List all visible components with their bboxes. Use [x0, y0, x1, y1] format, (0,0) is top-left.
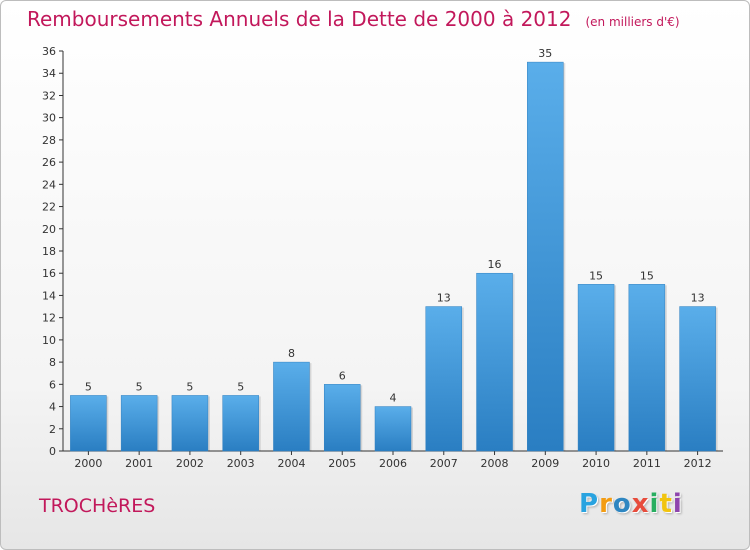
data-label: 4: [390, 392, 397, 405]
logo-letter: r: [599, 489, 613, 519]
y-tick-label: 22: [42, 201, 56, 214]
data-label: 35: [538, 47, 552, 60]
y-tick-label: 18: [42, 245, 56, 258]
y-tick-label: 0: [49, 445, 56, 458]
x-tick-label: 2006: [379, 457, 407, 470]
bar: [527, 61, 564, 452]
data-label: 5: [85, 380, 92, 393]
bar: [70, 395, 107, 452]
y-tick-label: 32: [42, 89, 56, 102]
x-tick-label: 2008: [481, 457, 509, 470]
logo-letter: t: [659, 489, 673, 519]
bars: [70, 61, 718, 452]
y-tick-label: 36: [42, 45, 56, 58]
y-tick-label: 28: [42, 134, 56, 147]
y-tick-label: 8: [49, 356, 56, 369]
title-row: Remboursements Annuels de la Dette de 20…: [27, 7, 680, 31]
logo-letter: i: [649, 489, 660, 519]
data-label: 6: [339, 369, 346, 382]
commune-name: TROCHèRES: [39, 495, 156, 517]
x-tick-label: 2009: [531, 457, 559, 470]
y-tick-label: 6: [49, 378, 56, 391]
data-label: 16: [488, 258, 502, 271]
x-tick-label: 2005: [328, 457, 356, 470]
x-tick-label: 2001: [125, 457, 153, 470]
x-tick-label: 2007: [430, 457, 458, 470]
y-tick-label: 30: [42, 112, 56, 125]
bar: [171, 395, 209, 452]
proxiti-logo[interactable]: Proxiti: [579, 489, 683, 519]
y-tick-label: 14: [42, 289, 56, 302]
data-label: 13: [691, 292, 705, 305]
data-label: 15: [589, 269, 603, 282]
y-tick-label: 34: [42, 67, 56, 80]
logo-letter: o: [612, 489, 632, 519]
y-tick-label: 20: [42, 223, 56, 236]
x-tick-label: 2000: [74, 457, 102, 470]
logo-letter: P: [579, 489, 600, 519]
y-tick-label: 4: [49, 401, 56, 414]
y-tick-label: 12: [42, 312, 56, 325]
bar: [679, 306, 716, 452]
bar: [323, 384, 361, 452]
data-label: 5: [136, 380, 143, 393]
data-label: 5: [186, 380, 193, 393]
data-label: 8: [288, 347, 295, 360]
bar: [425, 306, 463, 452]
bar: [476, 272, 513, 452]
y-tick-label: 24: [42, 178, 56, 191]
bar: [273, 361, 310, 452]
bar: [120, 395, 158, 452]
y-tick-label: 10: [42, 334, 56, 347]
x-tick-label: 2012: [684, 457, 712, 470]
bar: [222, 395, 259, 452]
x-tick-label: 2011: [633, 457, 661, 470]
bar: [577, 284, 615, 452]
x-tick-label: 2002: [176, 457, 204, 470]
bar: [374, 406, 412, 452]
logo-letter: x: [631, 489, 650, 519]
x-tick-label: 2010: [582, 457, 610, 470]
x-tick-label: 2003: [227, 457, 255, 470]
logo-letter: i: [672, 489, 683, 519]
x-tick-label: 2004: [277, 457, 305, 470]
y-tick-label: 16: [42, 267, 56, 280]
chart-subtitle: (en milliers d'€): [585, 15, 680, 29]
y-tick-label: 2: [49, 423, 56, 436]
data-label: 13: [437, 292, 451, 305]
data-label: 15: [640, 269, 654, 282]
y-tick-label: 26: [42, 156, 56, 169]
bar: [628, 284, 666, 452]
data-label: 5: [237, 380, 244, 393]
chart-title: Remboursements Annuels de la Dette de 20…: [27, 7, 572, 31]
data-labels: 5 5 5 5 8 6 4 13 16 35 15 15 13: [85, 47, 705, 404]
